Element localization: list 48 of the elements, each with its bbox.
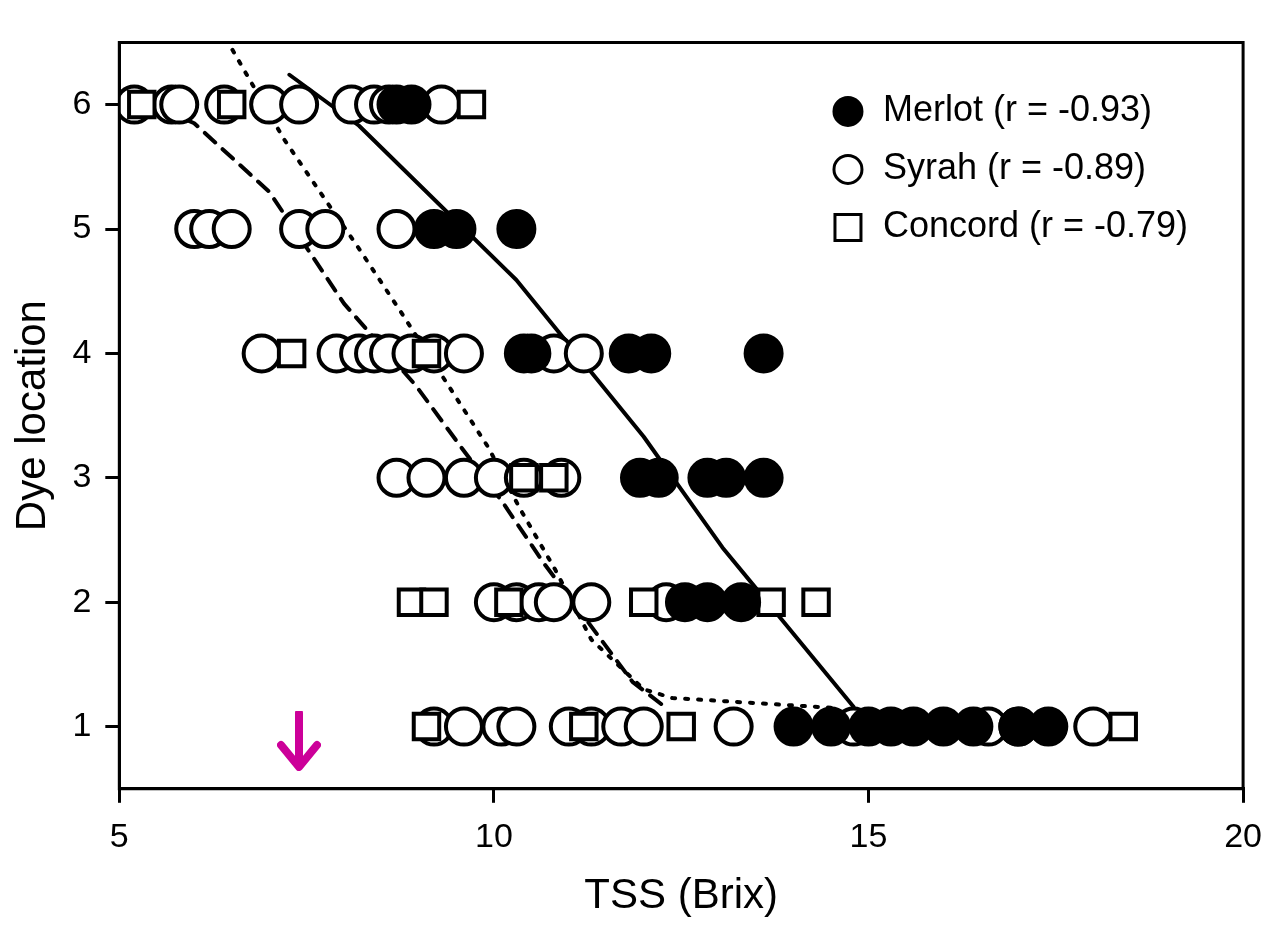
point bbox=[743, 333, 784, 374]
point bbox=[456, 89, 487, 120]
point bbox=[211, 209, 252, 249]
point bbox=[811, 706, 852, 747]
x-axis-title: TSS (Brix) bbox=[584, 870, 779, 918]
point bbox=[533, 582, 574, 623]
y-tick-label: 6 bbox=[72, 82, 92, 121]
point bbox=[411, 338, 442, 369]
x-tick-label: 20 bbox=[1224, 815, 1262, 854]
point bbox=[443, 706, 484, 747]
point bbox=[569, 711, 599, 742]
point bbox=[376, 209, 417, 249]
point bbox=[713, 706, 754, 747]
point bbox=[629, 587, 659, 617]
point bbox=[773, 706, 814, 747]
point bbox=[801, 587, 831, 617]
y-axis-title: Dye location bbox=[6, 300, 54, 532]
point bbox=[563, 333, 604, 374]
point bbox=[721, 582, 762, 623]
y-tick-label: 2 bbox=[72, 580, 92, 619]
point bbox=[127, 89, 157, 120]
point bbox=[443, 333, 484, 374]
legend-label: Merlot (r = -0.93) bbox=[882, 88, 1153, 130]
y-tick-label: 3 bbox=[72, 456, 92, 495]
y-tick-label: 4 bbox=[72, 331, 92, 370]
x-tick-label: 10 bbox=[474, 815, 513, 854]
point bbox=[666, 711, 696, 742]
point bbox=[419, 587, 449, 617]
point bbox=[496, 706, 537, 747]
point bbox=[1108, 711, 1138, 742]
point bbox=[496, 209, 537, 249]
y-tick-label: 5 bbox=[72, 207, 92, 246]
point bbox=[276, 338, 307, 369]
point bbox=[623, 706, 664, 747]
y-tick-label: 1 bbox=[72, 704, 92, 743]
point bbox=[279, 84, 320, 125]
legend-label: Concord (r = -0.79) bbox=[882, 204, 1189, 246]
point bbox=[159, 84, 200, 125]
x-tick-label: 15 bbox=[849, 815, 888, 854]
point bbox=[305, 209, 346, 249]
point bbox=[743, 457, 784, 498]
point bbox=[411, 711, 442, 742]
point bbox=[571, 582, 612, 623]
point bbox=[756, 587, 786, 617]
legend-label: Syrah (r = -0.89) bbox=[882, 146, 1147, 188]
point bbox=[406, 457, 447, 498]
x-tick-label: 5 bbox=[109, 815, 129, 854]
point bbox=[494, 587, 524, 617]
